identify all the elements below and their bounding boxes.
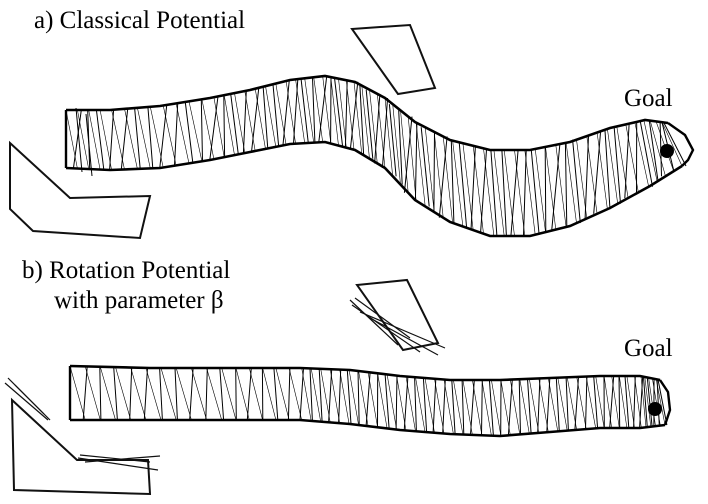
panel-b-title-line1: b) Rotation Potential bbox=[22, 257, 231, 284]
obstacle-b-left bbox=[10, 397, 152, 496]
rotation-trails-b bbox=[4, 297, 446, 471]
robot-sweep-a bbox=[64, 74, 695, 238]
panel-b-goal-label: Goal bbox=[624, 335, 673, 362]
goal-marker-b bbox=[648, 402, 662, 416]
obstacle-b-top bbox=[355, 278, 440, 352]
panel-a-title: a) Classical Potential bbox=[34, 7, 246, 34]
robot-sweep-b bbox=[68, 364, 672, 438]
obstacle-a-left bbox=[9, 140, 152, 240]
goal-marker-a bbox=[660, 144, 674, 158]
obstacle-a-top bbox=[350, 23, 437, 96]
panel-b-title-line2: with parameter β bbox=[54, 287, 224, 314]
panel-a-goal-label: Goal bbox=[624, 85, 673, 112]
